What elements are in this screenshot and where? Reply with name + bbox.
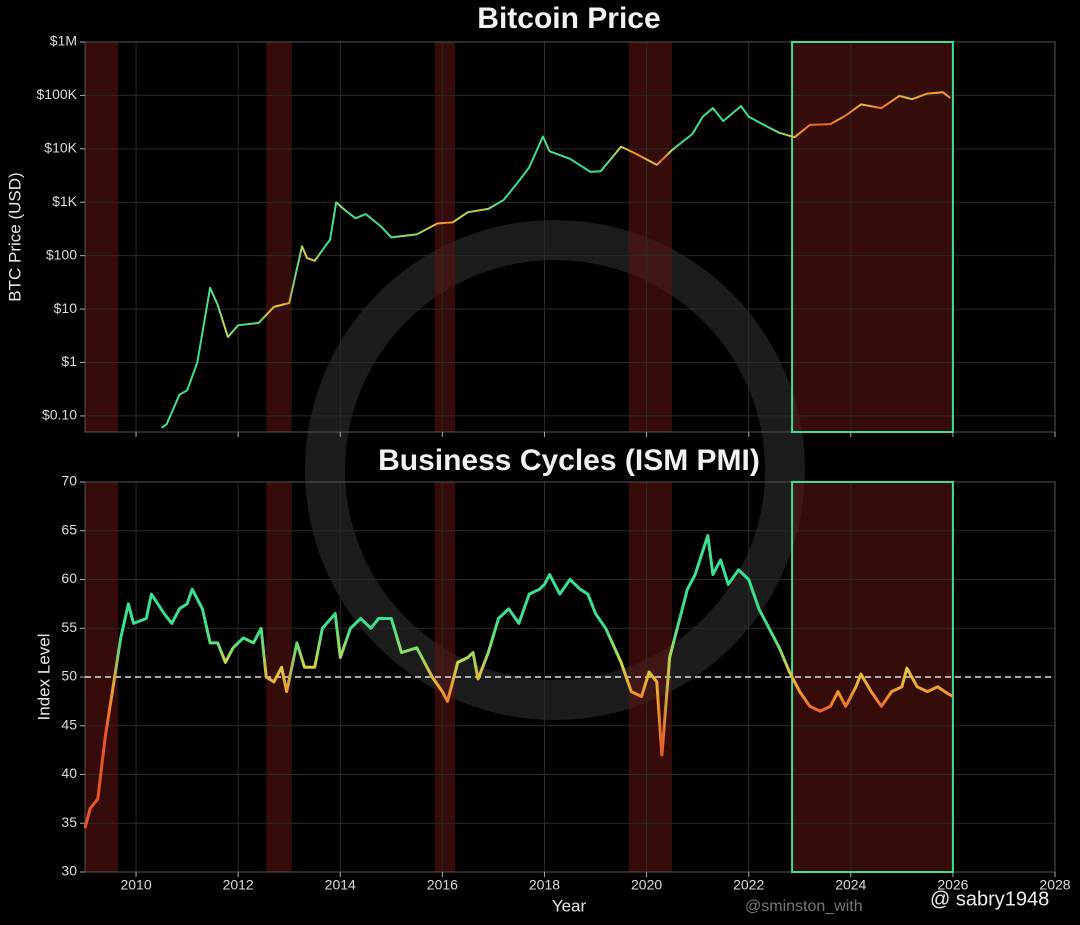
x-tick-label: 2020 [631,877,662,893]
y-axis-label: Index Level [34,634,53,721]
y-tick-label: $1M [50,33,77,49]
y-tick-label: 70 [61,473,77,489]
x-tick-label: 2024 [835,877,866,893]
y-tick-label: $0.10 [42,407,77,423]
y-tick-label: 55 [61,619,77,635]
y-tick-label: 65 [61,521,77,537]
x-tick-label: 2028 [1039,877,1070,893]
plot-frame [84,41,1056,433]
x-tick-label: 2018 [529,877,560,893]
y-tick-label: 35 [61,814,77,830]
y-tick-label: 45 [61,716,77,732]
x-axis-label: Year [552,896,587,915]
y-tick-label: $1 [61,353,77,369]
y-tick-label: $100 [46,246,77,262]
shaded-region [266,42,292,432]
x-tick-label: 2010 [120,877,151,893]
y-tick-label: $1K [52,193,78,209]
y-axis-label: BTC Price (USD) [5,172,24,301]
x-tick-label: 2022 [733,877,764,893]
chart-title: Bitcoin Price [477,2,660,35]
watermark-logo [305,220,805,720]
x-tick-label: 2016 [427,877,458,893]
y-tick-label: 30 [61,863,77,879]
highlight-region [791,41,954,433]
y-tick-label: 60 [61,570,77,586]
watermark: @ sabry1948 [930,888,1049,910]
y-tick-label: 40 [61,765,77,781]
shaded-region [628,42,673,432]
data-line [83,534,954,829]
shaded-region [85,42,119,432]
shaded-region [792,42,953,432]
shaded-region [434,42,456,432]
watermark: @sminston_with [745,898,863,915]
x-tick-label: 2026 [937,877,968,893]
y-tick-label: $10K [44,140,77,156]
y-tick-label: $10 [54,300,78,316]
y-tick-label: $100K [37,86,78,102]
x-tick-label: 2014 [325,877,356,893]
chart-title: Business Cycles (ISM PMI) [378,444,760,477]
data-line [161,91,951,429]
y-tick-label: 50 [61,668,77,684]
x-tick-label: 2012 [223,877,254,893]
